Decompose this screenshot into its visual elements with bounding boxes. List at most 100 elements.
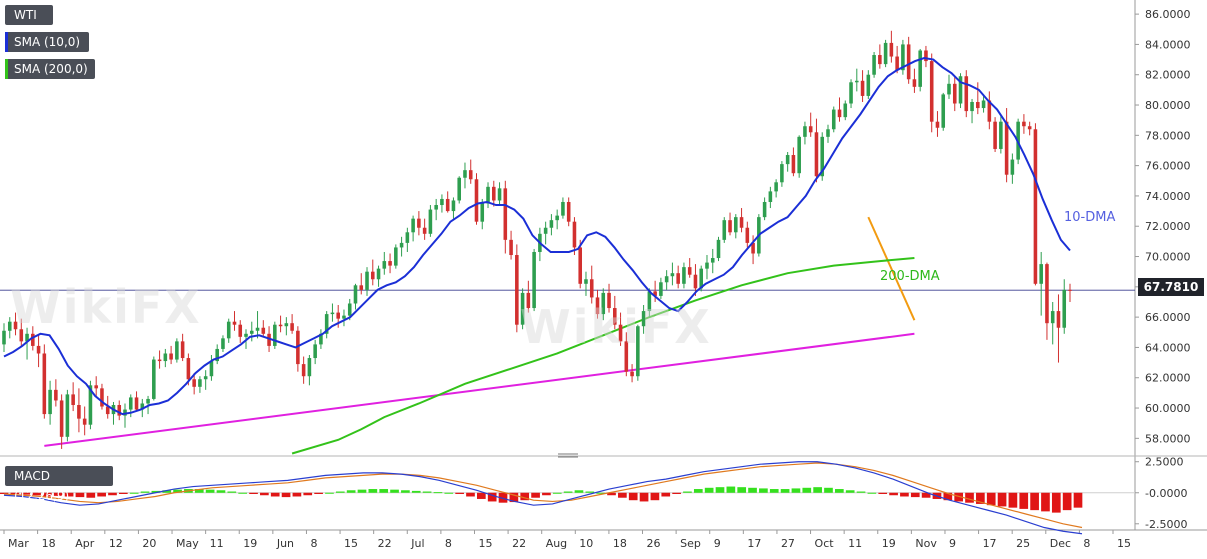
- candle-up: [382, 261, 387, 269]
- candle-up: [636, 326, 640, 377]
- macd-histogram-bar: [867, 492, 877, 494]
- candle-up: [659, 282, 663, 296]
- candle-down: [578, 247, 583, 284]
- candle-down: [180, 341, 185, 359]
- candle-down: [71, 394, 75, 406]
- candle-up: [215, 348, 219, 362]
- candle-down: [36, 345, 41, 354]
- candle-down: [613, 308, 617, 325]
- annotation-200dma: 200-DMA: [880, 269, 940, 284]
- macd-histogram-bar: [216, 490, 226, 493]
- candle-up: [999, 121, 1003, 149]
- candle-down: [630, 371, 634, 377]
- macd-histogram-bar: [726, 486, 736, 493]
- macd-line: [3, 461, 1083, 535]
- candle-up: [244, 333, 248, 337]
- macd-histogram-bar: [238, 492, 248, 494]
- candle-down: [301, 364, 306, 377]
- candle-up: [584, 279, 588, 284]
- candle-up: [710, 258, 715, 263]
- candle-down: [192, 379, 196, 387]
- macd-histogram-bar: [249, 492, 258, 494]
- candle-down: [653, 291, 657, 296]
- price-tick-label: 80.0000: [1145, 99, 1191, 112]
- legend-sma200[interactable]: SMA (200,0): [5, 59, 95, 79]
- candle-down: [359, 285, 364, 290]
- candle-down: [814, 132, 819, 177]
- time-tick-label: 18: [42, 537, 56, 550]
- macd-histogram-bar: [10, 492, 20, 494]
- candle-down: [422, 227, 427, 234]
- price-tick-label: 76.0000: [1145, 160, 1191, 173]
- price-tick-label: 62.0000: [1145, 372, 1191, 385]
- candle-down: [296, 330, 300, 365]
- macd-histogram-bar: [260, 492, 269, 496]
- macd-histogram-bar: [97, 492, 106, 497]
- price-tick-label: 66.0000: [1145, 311, 1191, 324]
- candle-down: [94, 385, 98, 389]
- macd-histogram-bar: [824, 487, 833, 493]
- candle-down: [728, 220, 732, 233]
- candle-up: [918, 50, 922, 87]
- macd-histogram-bar: [64, 492, 74, 497]
- candle-down: [924, 50, 928, 62]
- macd-histogram-bar: [1051, 492, 1061, 513]
- candle-up: [324, 314, 329, 334]
- candle-up: [221, 338, 225, 349]
- candle-down: [388, 261, 392, 266]
- candle-up: [249, 330, 254, 334]
- candle-up: [826, 129, 830, 137]
- legend-macd-label: MACD (12,26,9): [14, 469, 70, 503]
- candle-down: [745, 227, 750, 243]
- macd-histogram-bar: [281, 492, 291, 498]
- price-tick-label: 70.0000: [1145, 251, 1191, 264]
- candle-down: [929, 61, 934, 122]
- macd-histogram-bar: [0, 492, 9, 494]
- candle-up: [543, 227, 548, 234]
- candle-up: [353, 285, 358, 304]
- candle-up: [716, 239, 721, 259]
- candle-down: [993, 121, 997, 149]
- candle-up: [670, 273, 675, 277]
- candle-down: [878, 55, 882, 65]
- time-tick-label: Nov: [915, 537, 937, 550]
- macd-histogram-bar: [162, 490, 172, 493]
- macd-histogram-bar: [487, 492, 497, 502]
- candle-down: [54, 389, 58, 401]
- candle-down: [1056, 311, 1061, 328]
- macd-histogram-bar: [53, 492, 63, 496]
- macd-histogram-bar: [693, 489, 703, 493]
- time-tick-label: Jul: [410, 537, 424, 550]
- candle-down: [572, 221, 577, 248]
- macd-histogram-bar: [118, 492, 128, 494]
- candle-up: [699, 268, 704, 289]
- candle-down: [417, 218, 421, 228]
- macd-histogram-bar: [335, 491, 345, 493]
- candle-up: [901, 44, 905, 71]
- price-tick-label: 74.0000: [1145, 190, 1191, 203]
- candle-down: [82, 418, 87, 425]
- macd-signal-line: [3, 462, 1083, 529]
- macd-histogram-bar: [748, 487, 757, 493]
- time-tick-label: Apr: [75, 537, 95, 550]
- macd-histogram-bar: [618, 492, 627, 498]
- candle-down: [1033, 129, 1038, 284]
- macd-histogram-bar: [661, 492, 671, 497]
- candle-up: [209, 361, 214, 377]
- time-tick-label: 25: [1016, 537, 1030, 550]
- time-tick-label: Mar: [8, 537, 29, 550]
- candle-down: [895, 56, 899, 71]
- candle-up: [970, 101, 974, 112]
- candle-down: [59, 400, 64, 437]
- time-tick-label: 15: [1117, 537, 1131, 550]
- legend-macd[interactable]: MACD (12,26,9): [5, 466, 113, 503]
- legend-symbol[interactable]: WTI: [5, 5, 53, 25]
- macd-histogram-bar: [520, 492, 530, 501]
- candle-up: [128, 397, 133, 410]
- time-tick-label: 8: [445, 537, 452, 550]
- candle-down: [515, 255, 519, 325]
- legend-sma10[interactable]: SMA (10,0): [5, 32, 89, 52]
- macd-histogram-bar: [32, 492, 41, 496]
